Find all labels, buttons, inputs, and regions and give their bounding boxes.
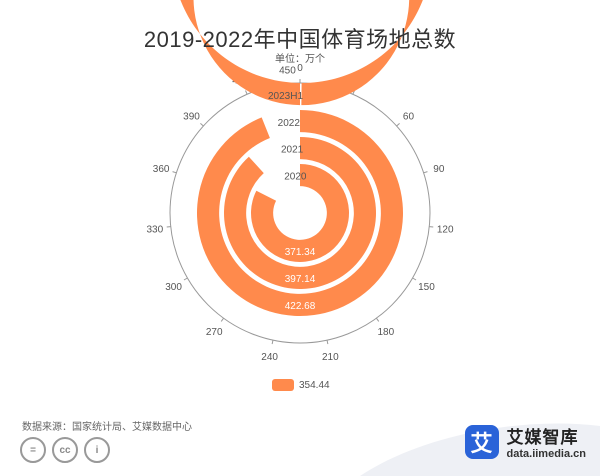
brand-name: 艾媒智库 — [506, 428, 579, 447]
bar-2021 — [224, 137, 376, 289]
angle-tick-label: 60 — [403, 111, 415, 122]
value-label: 371.34 — [285, 247, 316, 258]
angle-tick — [271, 340, 274, 345]
angle-tick-label: 150 — [418, 282, 435, 293]
category-label: 2022 — [278, 118, 301, 129]
value-label: 422.68 — [285, 301, 316, 312]
person-icon: i — [84, 437, 110, 463]
angle-tick — [220, 317, 224, 322]
source-note: 数据来源：国家统计局、艾媒数据中心 — [22, 422, 192, 433]
angle-tick-label: 300 — [165, 282, 182, 293]
bar-2023H1 — [180, 0, 423, 106]
angle-tick — [200, 122, 204, 127]
legend-label: 354.44 — [299, 379, 330, 391]
angle-tick-label: 360 — [153, 164, 170, 175]
category-label: 2020 — [284, 171, 307, 182]
angle-tick-label: 270 — [206, 327, 223, 338]
angle-tick — [423, 171, 428, 174]
angle-tick — [245, 90, 248, 95]
angle-tick — [412, 277, 417, 281]
bar-2020 — [250, 164, 349, 262]
legend[interactable]: 354.44 — [272, 379, 330, 391]
angle-tick-label: 330 — [146, 224, 163, 235]
angle-tick — [326, 340, 329, 345]
angle-tick — [376, 317, 380, 322]
brand-logo-icon: 艾 — [464, 424, 499, 459]
angle-tick-label: 390 — [183, 111, 200, 122]
angle-tick-label: 450 — [279, 66, 296, 77]
category-label: 2021 — [281, 145, 304, 156]
angle-tick — [183, 277, 188, 281]
angle-tick-label: 240 — [261, 352, 278, 363]
value-label: 397.14 — [285, 274, 316, 285]
legend-swatch — [272, 379, 294, 391]
angle-tick-label: 90 — [433, 164, 445, 175]
angle-tick-label: 210 — [322, 352, 339, 363]
equals-icon: = — [20, 437, 46, 463]
chart-title: 2019-2022年中国体育场地总数 — [143, 27, 457, 52]
brand-block: 艾 艾媒智库 data.iimedia.cn — [464, 423, 586, 460]
angle-tick-label: 180 — [377, 327, 394, 338]
angle-tick — [396, 122, 400, 127]
unit-label: 单位：万个 — [275, 54, 325, 65]
category-label: 2023H1 — [268, 91, 303, 102]
cc-icon: cc — [52, 437, 78, 463]
angle-tick-label: 120 — [437, 224, 454, 235]
angle-tick — [172, 171, 177, 174]
value-label: 450.90 — [285, 328, 316, 339]
brand-url: data.iimedia.cn — [506, 448, 586, 460]
license-icons: = cc i — [20, 437, 110, 463]
angle-tick-label: 0 — [297, 63, 303, 74]
